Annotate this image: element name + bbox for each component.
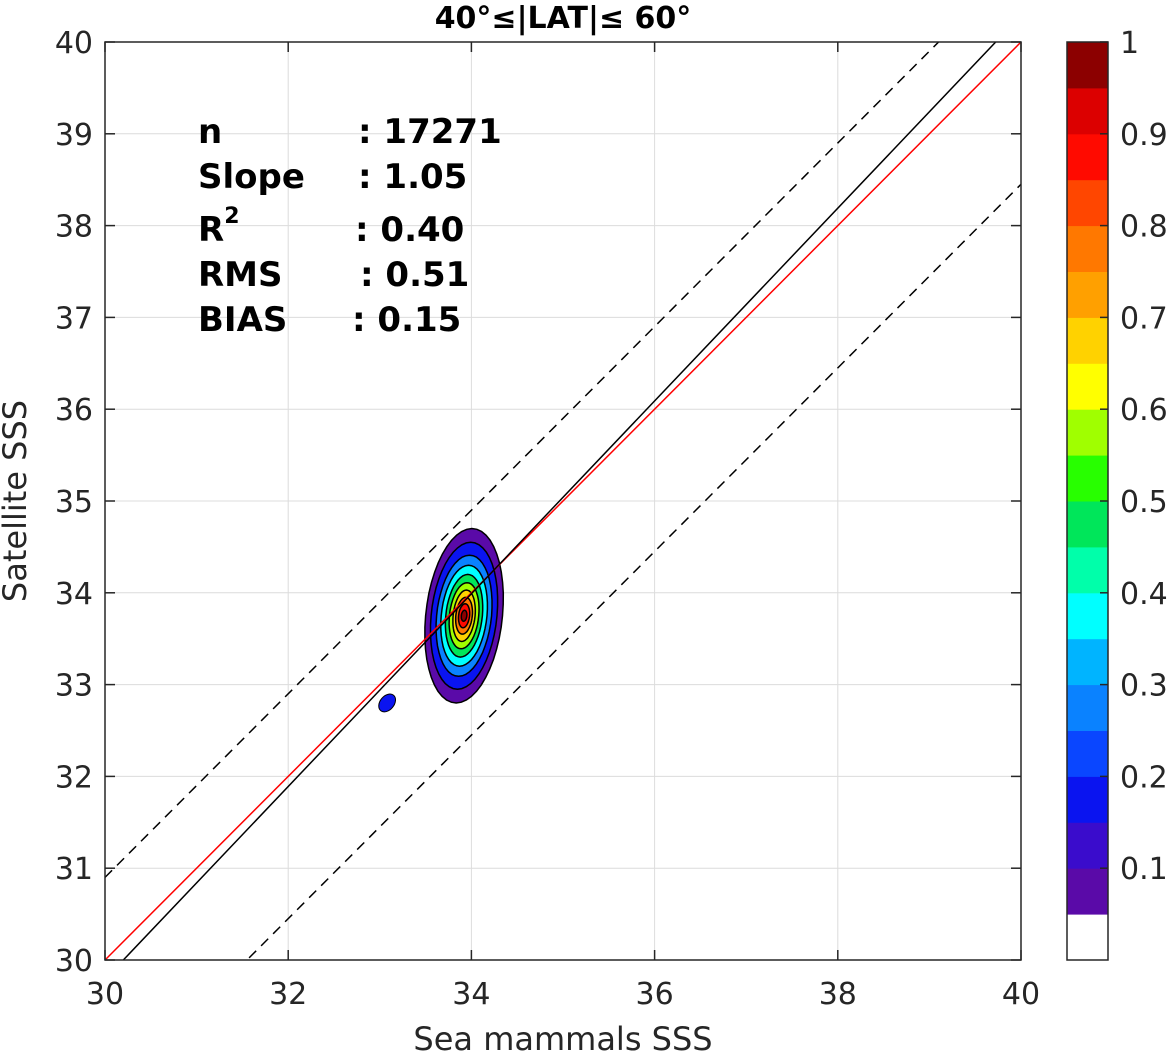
x-axis-ticks: 30 32 34 36 38 40 [86, 42, 1040, 1012]
colorbar-tick-label: 0.4 [1120, 577, 1168, 612]
y-tick-label: 36 [55, 393, 93, 428]
stat-label: BIAS [198, 300, 287, 340]
regression-line [122, 42, 997, 960]
upper-bound-line [105, 42, 940, 878]
colorbar-segment [1067, 133, 1108, 181]
colorbar-tick-label: 0.1 [1120, 852, 1168, 887]
reference-lines [105, 42, 1021, 960]
colorbar-tick-label: 0.2 [1120, 760, 1168, 795]
y-tick-label: 38 [55, 210, 93, 245]
x-tick-label: 32 [269, 977, 307, 1012]
colorbar-segment [1067, 179, 1108, 227]
x-axis-label: Sea mammals SSS [413, 1020, 712, 1055]
stat-label: RMS [198, 255, 283, 295]
colorbar-tick-label: 1 [1120, 26, 1139, 61]
colorbar-tick-label: 0.9 [1120, 118, 1168, 153]
y-tick-label: 31 [55, 852, 93, 887]
x-tick-label: 30 [86, 977, 124, 1012]
colorbar: 0.1 0.2 0.3 0.4 0.5 0.6 0.7 0.8 0.9 1 [1066, 26, 1168, 961]
colorbar-segment [1067, 684, 1108, 731]
x-tick-label: 38 [819, 977, 857, 1012]
stat-label: n [198, 112, 222, 152]
y-tick-label: 37 [55, 301, 93, 336]
density-small-patch [378, 693, 396, 713]
colorbar-segment [1067, 455, 1108, 502]
colorbar-segment [1067, 776, 1108, 823]
colorbar-segment [1067, 822, 1108, 869]
colorbar-segment [1067, 225, 1108, 272]
colorbar-segment [1067, 409, 1108, 456]
density-contour [460, 609, 468, 623]
colorbar-segment [1067, 317, 1108, 364]
colorbar-segment [1067, 546, 1108, 594]
colorbar-segment [1067, 592, 1108, 640]
colorbar-tick-label: 0.8 [1120, 210, 1168, 245]
stat-label: Slope [198, 157, 305, 197]
colorbar-tick-label: 0.3 [1120, 669, 1168, 704]
y-tick-label: 39 [55, 118, 93, 153]
colorbar-segment [1067, 42, 1108, 89]
x-tick-label: 40 [1002, 977, 1040, 1012]
x-tick-label: 34 [452, 977, 490, 1012]
chart-title: 40°≤|LAT|≤ 60° [435, 1, 692, 36]
stat-label-superscript: 2 [224, 204, 239, 229]
colorbar-segment [1067, 87, 1108, 135]
colorbar-segment [1067, 501, 1108, 548]
y-tick-label: 40 [55, 26, 93, 61]
colorbar-segment [1067, 868, 1108, 915]
y-tick-label: 33 [55, 669, 93, 704]
y-tick-label: 35 [55, 485, 93, 520]
y-tick-label: 30 [55, 944, 93, 979]
colorbar-tick-label: 0.6 [1120, 393, 1168, 428]
colorbar-tick-label: 0.5 [1120, 485, 1168, 520]
y-tick-label: 34 [55, 577, 93, 612]
stat-value: : 17271 [358, 112, 502, 152]
one-to-one-line [105, 42, 1021, 960]
colorbar-tick-label: 0.7 [1120, 301, 1168, 336]
stat-value: : 1.05 [358, 157, 467, 197]
grid-lines [104, 41, 1022, 961]
stat-value: : 0.15 [352, 300, 461, 340]
x-tick-label: 36 [636, 977, 674, 1012]
colorbar-segment [1067, 730, 1108, 777]
colorbar-segment [1067, 914, 1108, 961]
stat-value: : 0.51 [360, 255, 469, 295]
y-axis-label: Satellite SSS [0, 400, 34, 602]
colorbar-segment [1067, 271, 1108, 318]
y-axis-ticks: 30 31 32 33 34 35 36 37 38 39 40 [55, 26, 1021, 979]
colorbar-segment [1067, 638, 1108, 686]
lower-bound-line [245, 183, 1021, 960]
colorbar-segment [1067, 363, 1108, 410]
y-tick-label: 32 [55, 760, 93, 795]
stat-value: : 0.40 [355, 210, 464, 250]
